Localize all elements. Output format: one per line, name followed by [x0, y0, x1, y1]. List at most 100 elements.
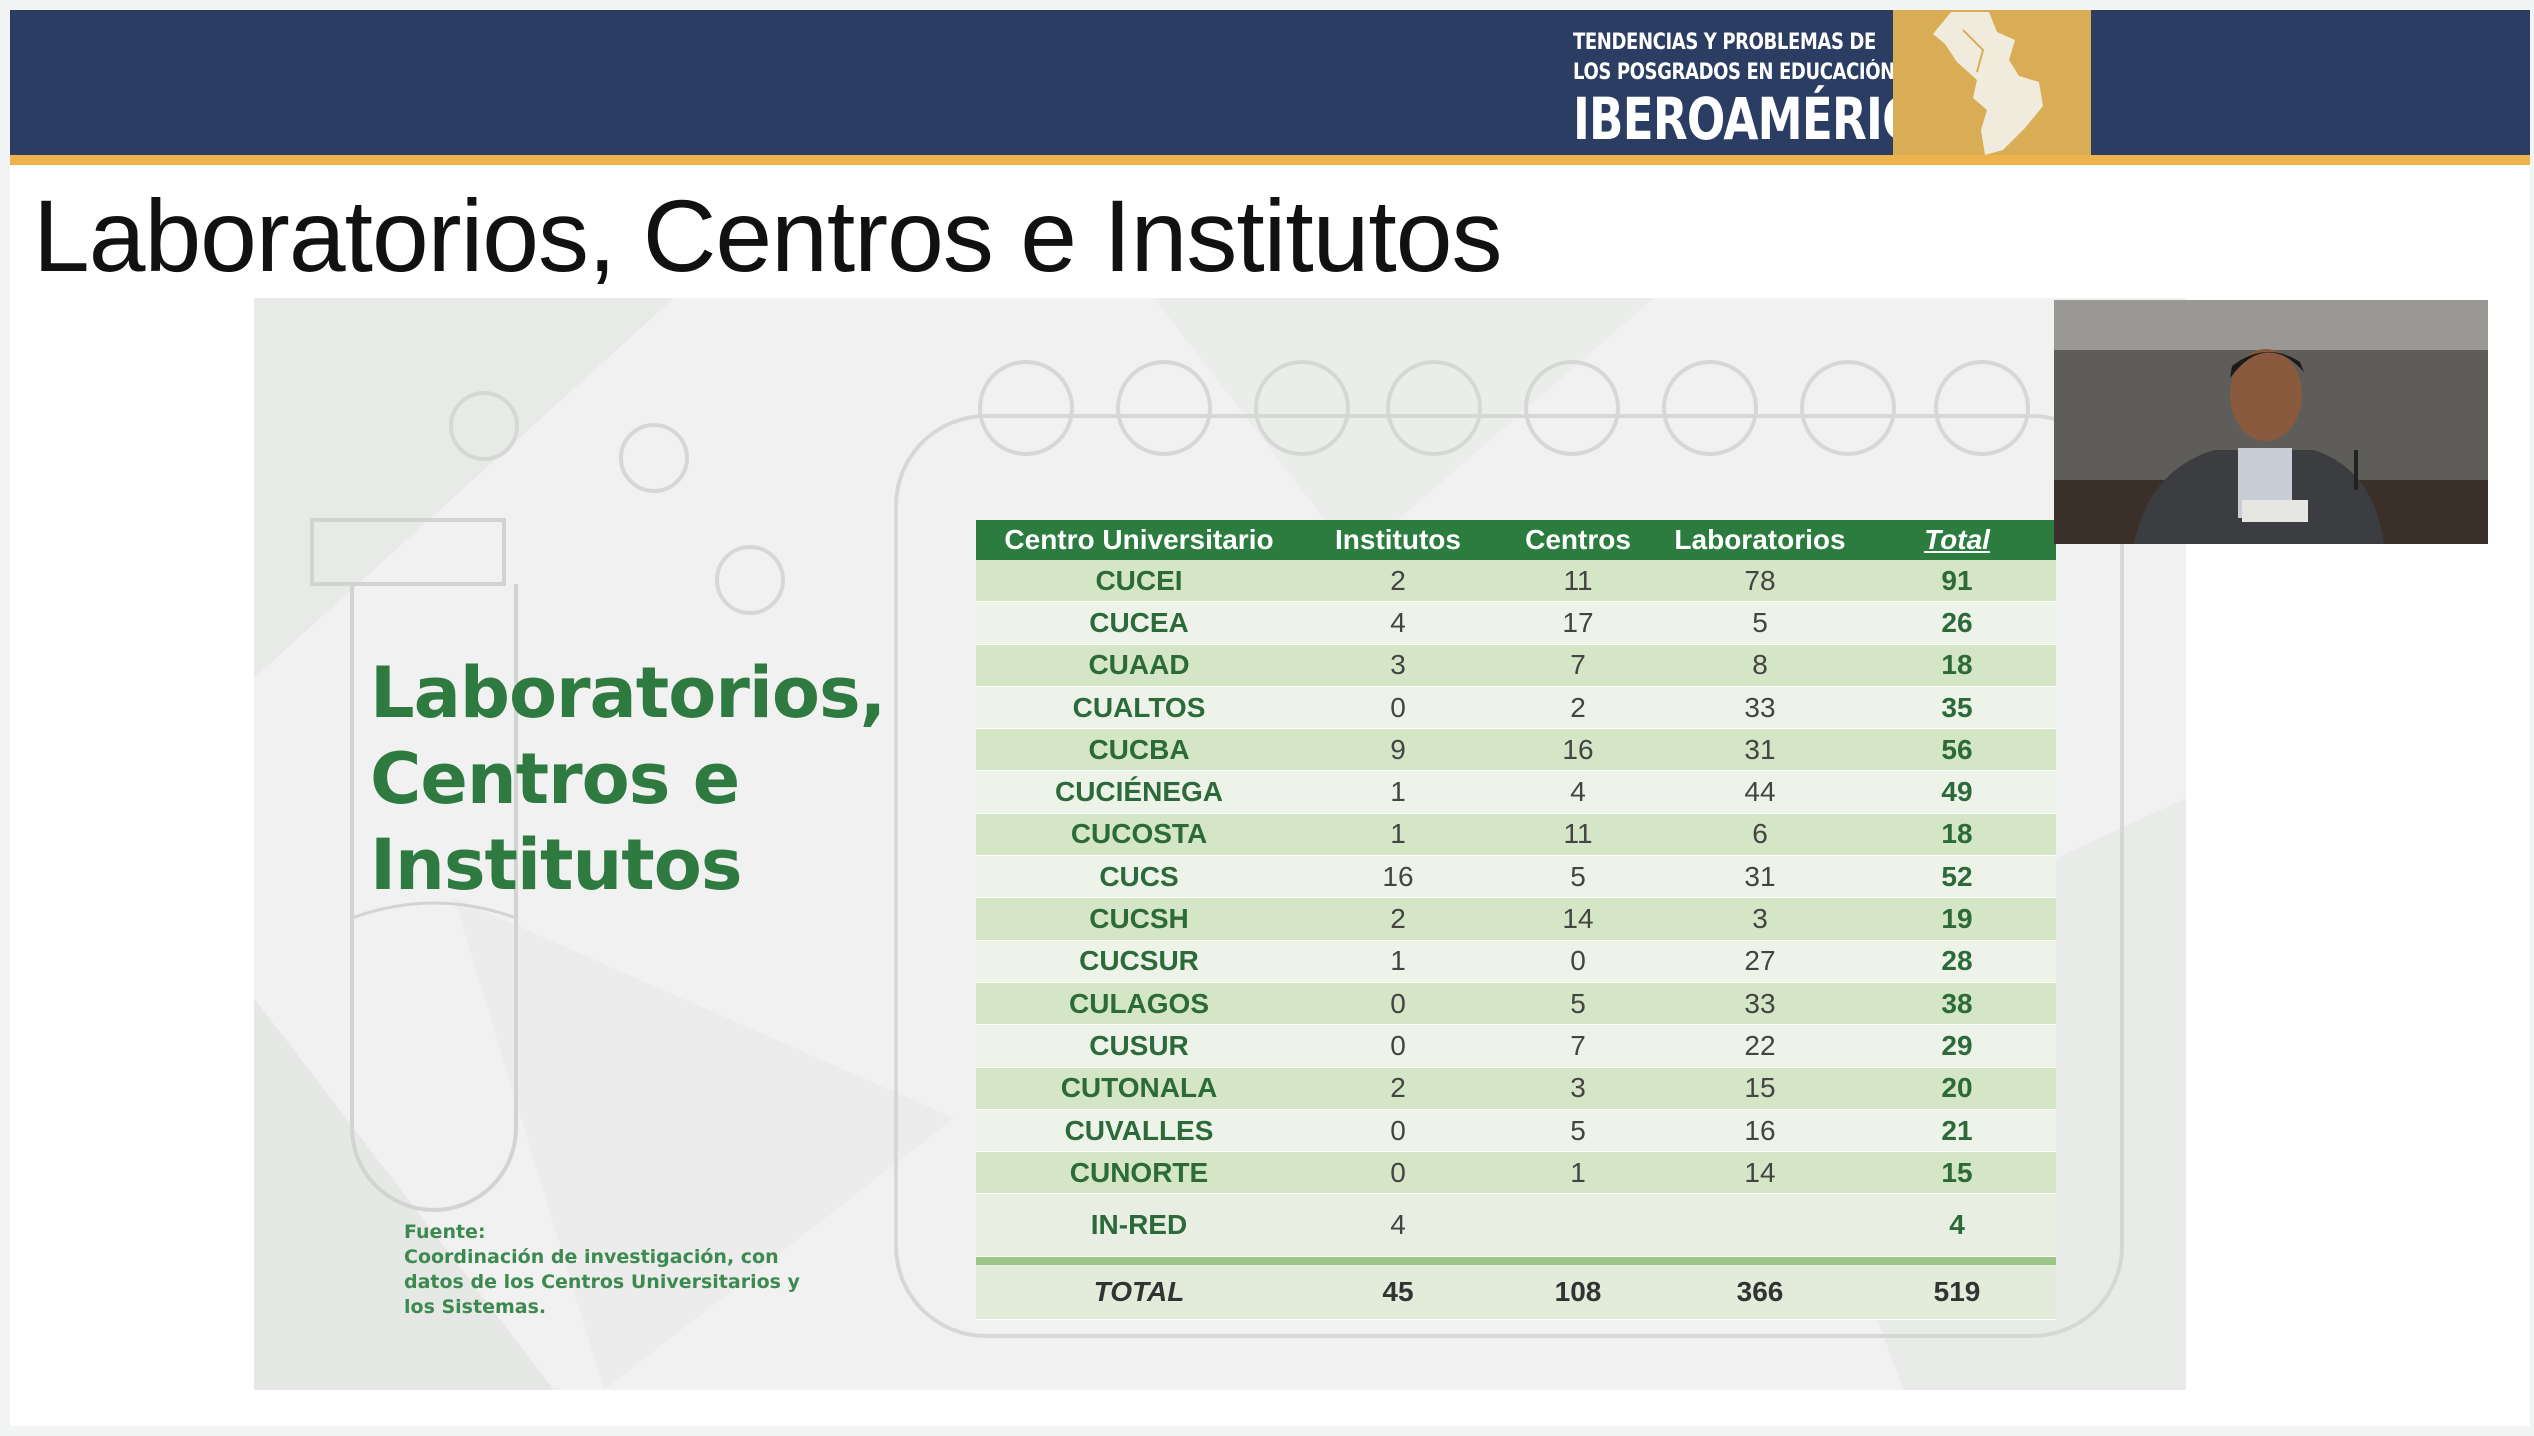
row-centros: 0	[1494, 940, 1662, 983]
row-institutos: 2	[1302, 560, 1494, 603]
row-centros: 7	[1494, 644, 1662, 687]
row-institutos: 0	[1302, 1109, 1494, 1153]
row-laboratorios: 27	[1662, 940, 1858, 983]
row-name: CUTONALA	[976, 1067, 1302, 1110]
table-row: CUALTOS 0 2 33 35	[976, 686, 2056, 730]
header-institutos: Institutos	[1302, 520, 1494, 560]
row-institutos: 0	[1302, 686, 1494, 730]
row-name: CUCBA	[976, 728, 1302, 772]
row-laboratorios	[1662, 1193, 1858, 1258]
row-laboratorios: 31	[1662, 855, 1858, 899]
header-centro-universitario: Centro Universitario	[976, 520, 1302, 560]
table-row: CUAAD 3 7 8 18	[976, 644, 2056, 687]
row-laboratorios: 8	[1662, 644, 1858, 687]
row-laboratorios: 16	[1662, 1109, 1858, 1153]
row-laboratorios: 5	[1662, 601, 1858, 645]
side-title-line-3: Institutos	[370, 824, 743, 906]
total-total: 519	[1858, 1265, 2056, 1321]
row-name: CUALTOS	[976, 686, 1302, 730]
total-laboratorios: 366	[1662, 1265, 1858, 1321]
row-institutos: 9	[1302, 728, 1494, 772]
row-name: CUVALLES	[976, 1109, 1302, 1153]
row-total: 35	[1858, 686, 2056, 730]
row-total: 56	[1858, 728, 2056, 772]
row-total: 28	[1858, 940, 2056, 983]
row-institutos: 2	[1302, 897, 1494, 941]
row-centros: 7	[1494, 1024, 1662, 1068]
source-note: Fuente: Coordinación de investigación, c…	[404, 1220, 800, 1320]
row-name: CULAGOS	[976, 982, 1302, 1026]
source-line-1: Fuente:	[404, 1221, 486, 1243]
side-title-line-1: Laboratorios,	[370, 652, 886, 734]
table-row: CUNORTE 0 1 14 15	[976, 1151, 2056, 1195]
row-institutos: 0	[1302, 1024, 1494, 1068]
table-header-row: Centro Universitario Institutos Centros …	[976, 520, 2056, 560]
header-total: Total	[1858, 520, 2056, 560]
row-institutos: 3	[1302, 644, 1494, 687]
row-total: 49	[1858, 770, 2056, 814]
row-total: 15	[1858, 1151, 2056, 1195]
row-name: CUCSUR	[976, 940, 1302, 983]
table-row: CUSUR 0 7 22 29	[976, 1024, 2056, 1068]
row-name: CUCIÉNEGA	[976, 770, 1302, 814]
row-institutos: 1	[1302, 770, 1494, 814]
source-line-2: Coordinación de investigación, con	[404, 1246, 779, 1268]
separator-cell	[976, 1256, 2056, 1266]
row-name: CUCSH	[976, 897, 1302, 941]
row-centros: 16	[1494, 728, 1662, 772]
row-centros: 5	[1494, 1109, 1662, 1153]
logo-line-3: IBEROAMÉRICA	[1573, 85, 1950, 153]
row-institutos: 0	[1302, 1151, 1494, 1195]
row-total: 91	[1858, 560, 2056, 603]
presentation-frame: TENDENCIAS Y PROBLEMAS DE LOS POSGRADOS …	[10, 10, 2530, 1426]
row-centros	[1494, 1193, 1662, 1258]
row-total: 18	[1858, 813, 2056, 857]
row-centros: 5	[1494, 855, 1662, 899]
iberoamerica-logo-text: TENDENCIAS Y PROBLEMAS DE LOS POSGRADOS …	[1573, 28, 1950, 153]
row-centros: 1	[1494, 1151, 1662, 1195]
row-name: CUNORTE	[976, 1151, 1302, 1195]
row-name: IN-RED	[976, 1193, 1302, 1258]
total-centros: 108	[1494, 1265, 1662, 1321]
row-laboratorios: 31	[1662, 728, 1858, 772]
row-laboratorios: 3	[1662, 897, 1858, 941]
row-institutos: 4	[1302, 1193, 1494, 1258]
row-total: 29	[1858, 1024, 2056, 1068]
centers-table: Centro Universitario Institutos Centros …	[976, 520, 2056, 1321]
row-laboratorios: 14	[1662, 1151, 1858, 1195]
table-row: CUCIÉNEGA 1 4 44 49	[976, 770, 2056, 814]
row-total: 20	[1858, 1067, 2056, 1110]
header-banner: TENDENCIAS Y PROBLEMAS DE LOS POSGRADOS …	[10, 10, 2530, 155]
table-row: CUCOSTA 1 11 6 18	[976, 813, 2056, 857]
logo-line-2: LOS POSGRADOS EN EDUCACIÓN EN	[1573, 60, 1928, 85]
row-institutos: 1	[1302, 940, 1494, 983]
row-centros: 11	[1494, 813, 1662, 857]
row-institutos: 0	[1302, 982, 1494, 1026]
row-total: 38	[1858, 982, 2056, 1026]
page-title: Laboratorios, Centros e Institutos	[33, 179, 1502, 293]
row-laboratorios: 33	[1662, 982, 1858, 1026]
row-centros: 17	[1494, 601, 1662, 645]
total-label: TOTAL	[976, 1265, 1302, 1321]
row-institutos: 16	[1302, 855, 1494, 899]
row-institutos: 1	[1302, 813, 1494, 857]
total-institutos: 45	[1302, 1265, 1494, 1321]
banner-accent-stripe	[10, 155, 2530, 165]
row-name: CUSUR	[976, 1024, 1302, 1068]
table-row: CULAGOS 0 5 33 38	[976, 982, 2056, 1026]
table-row: CUCEI 2 11 78 91	[976, 560, 2056, 603]
row-total: 21	[1858, 1109, 2056, 1153]
latin-america-map-icon	[1893, 10, 2091, 155]
row-laboratorios: 78	[1662, 560, 1858, 603]
row-laboratorios: 6	[1662, 813, 1858, 857]
table-row: IN-RED 4 4	[976, 1193, 2056, 1258]
row-laboratorios: 44	[1662, 770, 1858, 814]
row-total: 52	[1858, 855, 2056, 899]
table-row: CUCBA 9 16 31 56	[976, 728, 2056, 772]
row-centros: 2	[1494, 686, 1662, 730]
side-title-line-2: Centros e	[370, 738, 740, 820]
row-name: CUAAD	[976, 644, 1302, 687]
table-row: CUCSUR 1 0 27 28	[976, 940, 2056, 983]
row-centros: 14	[1494, 897, 1662, 941]
row-centros: 3	[1494, 1067, 1662, 1110]
